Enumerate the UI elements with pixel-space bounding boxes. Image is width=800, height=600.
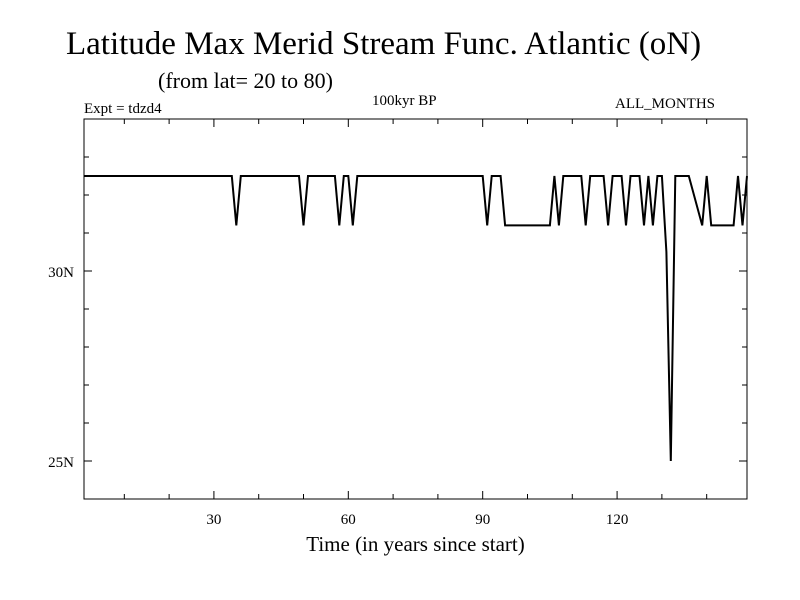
x-tick-label: 90 [475, 512, 490, 528]
x-tick-label: 120 [606, 512, 629, 528]
y-tick-label: 25N [48, 455, 74, 471]
chart-subtitle: (from lat= 20 to 80) [158, 68, 333, 93]
x-tick-label: 30 [206, 512, 221, 528]
months-label: ALL_MONTHS [615, 96, 715, 112]
chart-title: Latitude Max Merid Stream Func. Atlantic… [66, 26, 702, 62]
series-line [84, 175, 748, 462]
x-axis-label: Time (in years since start) [306, 532, 525, 556]
x-tick-label: 60 [341, 512, 356, 528]
y-tick-label: 30N [48, 265, 74, 281]
period-label: 100kyr BP [372, 93, 437, 109]
experiment-label: Expt = tdzd4 [84, 101, 162, 117]
